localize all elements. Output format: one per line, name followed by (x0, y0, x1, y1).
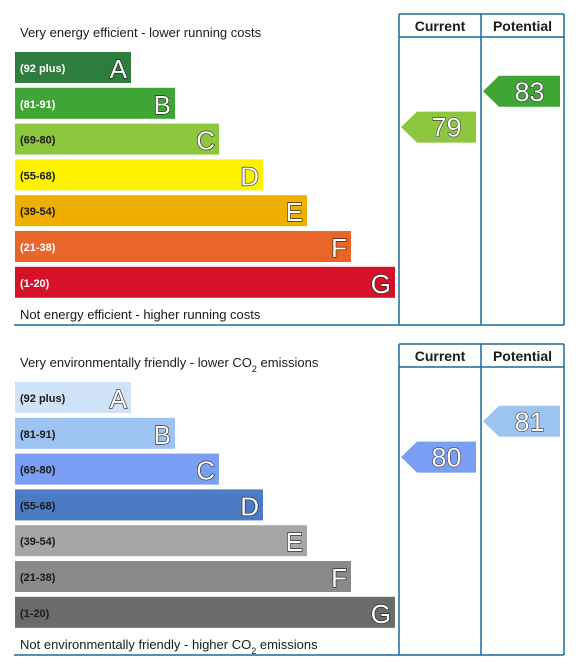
band-range-a: (92 plus) (20, 63, 66, 75)
band-range-c: (69-80) (20, 465, 56, 477)
band-range-f: (21-38) (20, 572, 56, 584)
band-letter-e: E (286, 527, 303, 557)
band-bar-c (15, 453, 219, 485)
band-bar-b (15, 87, 175, 119)
band-range-e: (39-54) (20, 206, 56, 218)
potential-rating-value: 83 (514, 77, 544, 107)
energy-efficiency-chart: Current Potential Very energy efficient - … (14, 13, 565, 326)
band-letter-c: C (196, 456, 215, 486)
top-caption: Very energy efficient - lower running co… (20, 25, 262, 40)
potential-column-header: Potential (493, 348, 552, 364)
band-range-d: (55-68) (20, 500, 56, 512)
band-letter-g: G (371, 599, 391, 629)
band-bar-d (15, 489, 263, 521)
band-range-c: (69-80) (20, 135, 56, 147)
band-bar-c (15, 123, 219, 155)
potential-rating-value: 81 (514, 407, 544, 437)
band-range-b: (81-91) (20, 99, 56, 111)
band-range-a: (92 plus) (20, 393, 66, 405)
band-bar-a (15, 52, 131, 83)
band-bar-g (15, 266, 395, 298)
bottom-caption: Not environmentally friendly - higher CO… (20, 637, 318, 656)
band-range-d: (55-68) (20, 170, 56, 182)
potential-rating-arrow (483, 405, 560, 437)
band-bar-e (15, 525, 307, 557)
band-bar-g (15, 596, 395, 628)
current-column-header: Current (415, 18, 466, 34)
top-caption: Very environmentally friendly - lower CO… (20, 355, 319, 374)
current-rating-arrow (401, 111, 476, 143)
band-range-b: (81-91) (20, 429, 56, 441)
current-rating-value: 80 (431, 443, 461, 473)
band-bar-f (15, 231, 351, 262)
band-bar-d (15, 159, 263, 191)
environmental-impact-chart: Current Potential Very environmentally fri… (14, 343, 565, 656)
current-rating-value: 79 (431, 113, 461, 143)
band-letter-e: E (286, 197, 303, 227)
potential-rating-arrow (483, 75, 560, 107)
band-letter-f: F (331, 563, 347, 593)
band-range-f: (21-38) (20, 242, 56, 254)
band-letter-b: B (154, 420, 171, 450)
potential-column-header: Potential (493, 18, 552, 34)
band-letter-g: G (371, 269, 391, 299)
band-letter-d: D (240, 491, 259, 521)
band-letter-d: D (240, 161, 259, 191)
band-bar-f (15, 561, 351, 592)
band-bar-e (15, 195, 307, 227)
band-letter-b: B (154, 90, 171, 120)
bottom-caption: Not energy efficient - higher running co… (20, 307, 261, 322)
band-letter-c: C (196, 126, 215, 156)
band-letter-a: A (110, 384, 128, 414)
band-letter-a: A (110, 54, 128, 84)
band-bar-b (15, 417, 175, 449)
band-range-g: (1-20) (20, 278, 50, 290)
band-range-g: (1-20) (20, 608, 50, 620)
band-range-e: (39-54) (20, 536, 56, 548)
band-bar-a (15, 382, 131, 413)
current-column-header: Current (415, 348, 466, 364)
current-rating-arrow (401, 441, 476, 473)
band-letter-f: F (331, 233, 347, 263)
